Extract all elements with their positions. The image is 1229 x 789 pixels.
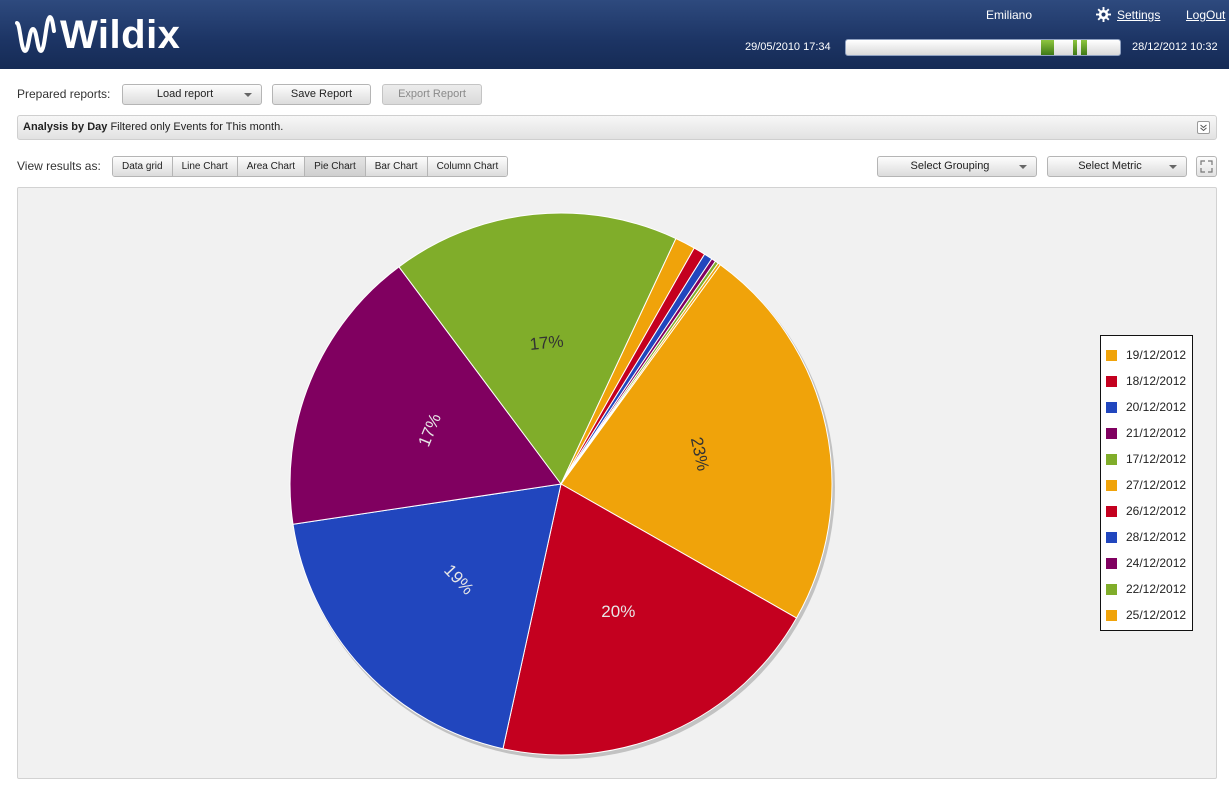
chart-panel: 23% 20% 19% 17% 17% 19/12/2012 18/12/2012 20/1… xyxy=(17,187,1217,779)
legend-swatch xyxy=(1106,479,1117,491)
chevron-down-icon xyxy=(1169,165,1177,169)
legend-swatch xyxy=(1106,583,1117,595)
tab-pie-chart[interactable]: Pie Chart xyxy=(305,157,366,176)
tab-area-chart[interactable]: Area Chart xyxy=(237,157,306,176)
select-grouping-label: Select Grouping xyxy=(910,160,990,172)
legend-label: 21/12/2012 xyxy=(1126,426,1187,440)
legend-label: 26/12/2012 xyxy=(1126,504,1187,518)
legend-label: 17/12/2012 xyxy=(1126,452,1187,466)
wildix-logo: Wildix xyxy=(14,10,180,60)
legend-item: 18/12/2012 xyxy=(1101,368,1192,394)
timeline-marker xyxy=(1081,40,1087,55)
tab-column-chart[interactable]: Column Chart xyxy=(427,157,508,176)
chevron-down-icon xyxy=(1019,165,1027,169)
legend-label: 27/12/2012 xyxy=(1126,478,1187,492)
prepared-reports-label: Prepared reports: xyxy=(17,87,111,101)
legend-label: 24/12/2012 xyxy=(1126,556,1187,570)
legend-swatch xyxy=(1106,557,1117,569)
pie-slice[interactable] xyxy=(560,264,833,619)
legend-item: 26/12/2012 xyxy=(1101,498,1192,524)
tab-data-grid[interactable]: Data grid xyxy=(113,157,173,176)
legend-item: 27/12/2012 xyxy=(1101,472,1192,498)
filter-title: Analysis by Day xyxy=(23,121,108,133)
load-report-dropdown[interactable]: Load report xyxy=(122,84,262,105)
select-metric-dropdown[interactable]: Select Metric xyxy=(1047,156,1187,177)
legend-swatch xyxy=(1106,505,1117,517)
fullscreen-button[interactable] xyxy=(1196,156,1217,177)
legend-item: 22/12/2012 xyxy=(1101,576,1192,602)
legend-label: 22/12/2012 xyxy=(1126,582,1187,596)
logo-text: Wildix xyxy=(60,12,181,57)
legend-item: 28/12/2012 xyxy=(1101,524,1192,550)
logout-link[interactable]: LogOut xyxy=(1186,8,1226,22)
view-type-tabs: Data grid Line Chart Area Chart Pie Char… xyxy=(112,156,509,177)
wildix-wave-icon xyxy=(15,14,56,54)
filter-summary-bar[interactable]: Analysis by Day Filtered only Events for… xyxy=(17,115,1217,140)
legend-swatch xyxy=(1106,401,1117,413)
view-results-label: View results as: xyxy=(17,159,101,173)
chevron-down-icon xyxy=(244,93,252,97)
legend-item: 20/12/2012 xyxy=(1101,394,1192,420)
range-start-date: 29/05/2010 17:34 xyxy=(745,41,831,53)
legend-item: 24/12/2012 xyxy=(1101,550,1192,576)
fullscreen-icon xyxy=(1200,160,1213,173)
export-report-button[interactable]: Export Report xyxy=(382,84,482,105)
user-name: Emiliano xyxy=(986,8,1033,22)
pie-slice[interactable] xyxy=(292,483,562,750)
app-header: Wildix Emiliano Settings LogOut 29/05/20… xyxy=(0,0,1229,69)
pie-slice-label: 17% xyxy=(529,332,565,354)
tab-line-chart[interactable]: Line Chart xyxy=(172,157,238,176)
select-grouping-dropdown[interactable]: Select Grouping xyxy=(877,156,1037,177)
legend-swatch xyxy=(1106,453,1117,465)
range-end-date: 28/12/2012 10:32 xyxy=(1132,41,1218,53)
legend-swatch xyxy=(1106,531,1117,543)
pie-slice-label: 20% xyxy=(601,602,635,621)
legend-label: 19/12/2012 xyxy=(1126,348,1187,362)
load-report-label: Load report xyxy=(156,88,214,100)
tab-bar-chart[interactable]: Bar Chart xyxy=(365,157,428,176)
timeline-marker xyxy=(1073,40,1077,55)
legend-label: 25/12/2012 xyxy=(1126,608,1187,622)
filter-description: Filtered only Events for This month. xyxy=(110,121,284,133)
pie-slice[interactable] xyxy=(289,266,562,525)
legend-item: 21/12/2012 xyxy=(1101,420,1192,446)
timeline-slider[interactable] xyxy=(845,39,1121,56)
legend-swatch xyxy=(1106,375,1117,387)
chart-legend: 19/12/2012 18/12/2012 20/12/2012 21/12/2012… xyxy=(1100,335,1193,631)
gear-icon[interactable] xyxy=(1096,7,1111,22)
legend-swatch xyxy=(1106,609,1117,621)
legend-label: 18/12/2012 xyxy=(1126,374,1187,388)
pie-slice[interactable] xyxy=(560,262,721,485)
timeline-marker xyxy=(1041,40,1054,55)
save-report-button[interactable]: Save Report xyxy=(272,84,371,105)
pie-slice[interactable] xyxy=(398,212,677,485)
legend-swatch xyxy=(1106,427,1117,439)
legend-item: 17/12/2012 xyxy=(1101,446,1192,472)
legend-item: 19/12/2012 xyxy=(1101,342,1192,368)
pie-chart: 23%20%19%17%17% xyxy=(289,212,835,759)
legend-label: 20/12/2012 xyxy=(1126,400,1187,414)
expand-collapse-icon[interactable] xyxy=(1197,121,1210,134)
select-metric-label: Select Metric xyxy=(1078,160,1142,172)
pie-slice[interactable] xyxy=(502,483,798,756)
legend-item: 25/12/2012 xyxy=(1101,602,1192,628)
settings-link[interactable]: Settings xyxy=(1117,8,1161,22)
legend-swatch xyxy=(1106,349,1117,361)
legend-label: 28/12/2012 xyxy=(1126,530,1187,544)
